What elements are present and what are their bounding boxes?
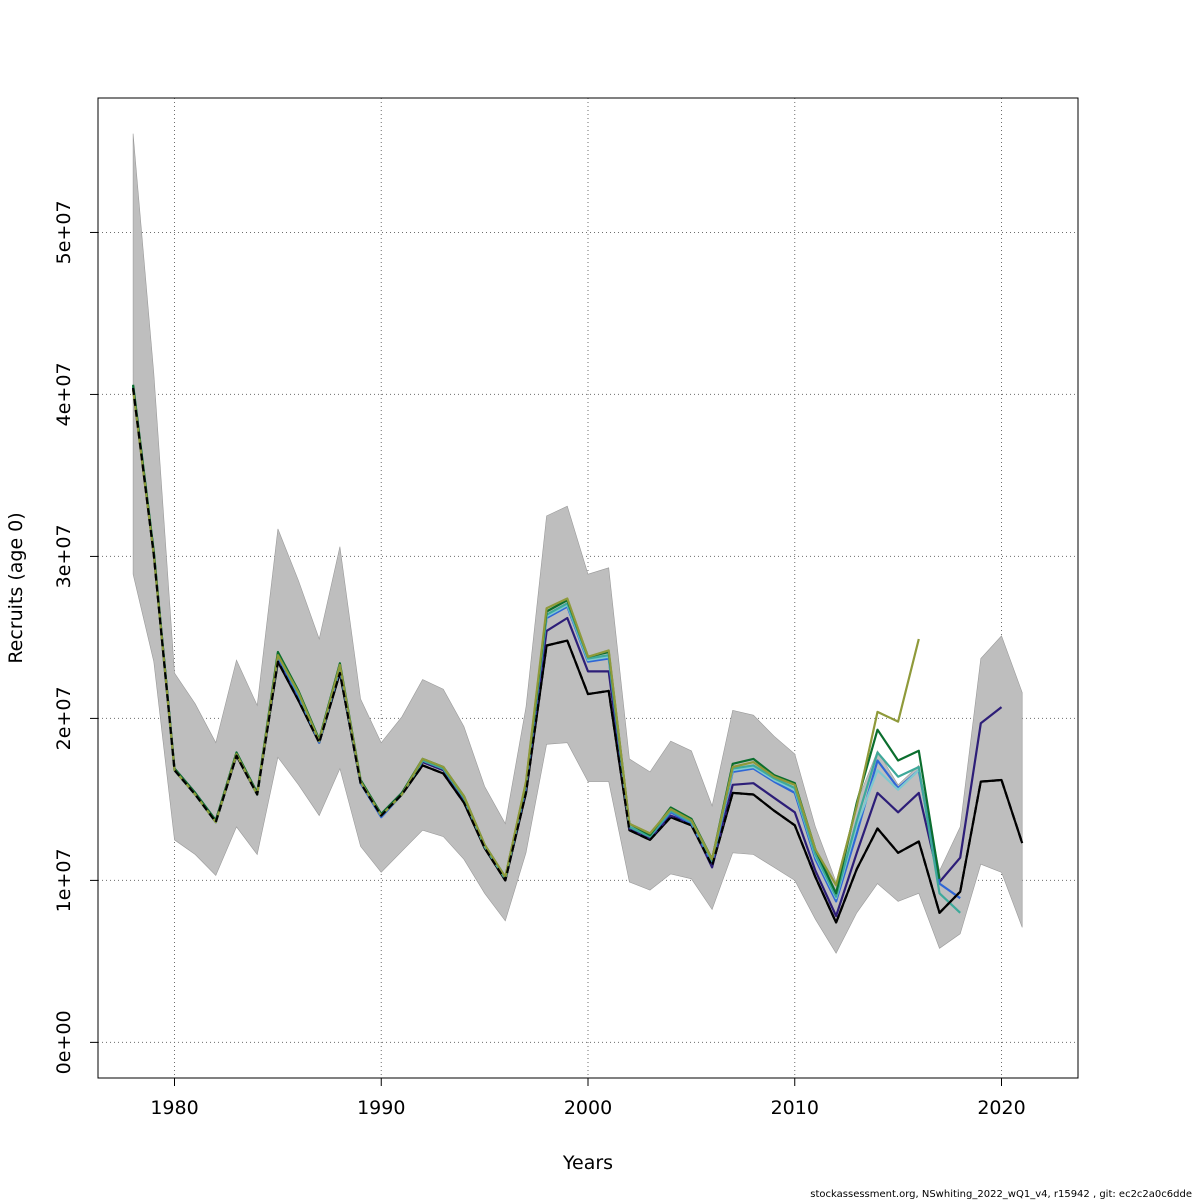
y-tick-label-4: 4e+07: [53, 362, 75, 426]
y-axis: 0e+00 1e+07 2e+07 3e+07 4e+07 5e+07: [53, 200, 98, 1074]
x-axis-title: Years: [562, 1152, 613, 1174]
series-lines: [132, 384, 1024, 924]
x-tick-label-2010: 2010: [771, 1097, 819, 1119]
x-axis: 1980 1990 2000 2010 2020: [150, 1078, 1026, 1119]
y-tick-label-1: 1e+07: [53, 848, 75, 912]
y-axis-title: Recruits (age 0): [5, 512, 27, 663]
x-tick-label-2020: 2020: [977, 1097, 1025, 1119]
y-tick-label-5: 5e+07: [53, 200, 75, 264]
y-tick-label-0: 0e+00: [53, 1010, 75, 1074]
x-tick-label-1980: 1980: [150, 1097, 198, 1119]
y-tick-label-3: 3e+07: [53, 524, 75, 588]
footer-credit: stockassessment.org, NSwhiting_2022_wQ1_…: [810, 1189, 1192, 1200]
x-tick-label-2000: 2000: [564, 1097, 612, 1119]
y-tick-label-2: 2e+07: [53, 686, 75, 750]
series-line-8: [132, 387, 1024, 924]
x-tick-label-1990: 1990: [357, 1097, 405, 1119]
